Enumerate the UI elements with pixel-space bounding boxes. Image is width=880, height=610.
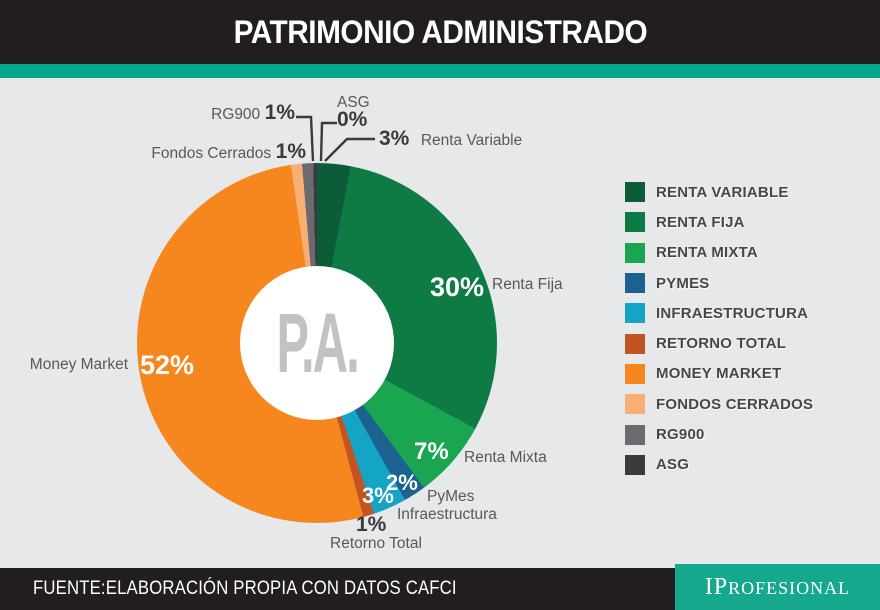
legend-label: RG900 [656,426,705,444]
legend-label: FONDOS CERRADOS [656,395,814,413]
logo-text-small: ROFESIONAL [728,577,851,598]
donut-center-label: P.A. [276,295,359,390]
legend-swatch [625,303,645,324]
legend-swatch [625,212,645,233]
legend-item-money-market: MONEY MARKET [625,359,813,389]
pymes-label: PyMes [427,488,475,505]
renta-mixta-value: 7% [414,438,449,465]
legend-swatch [625,394,645,415]
legend-swatch [625,242,645,263]
iprofesional-logo: IPROFESIONAL [675,564,880,610]
legend-swatch [625,424,645,445]
renta-mixta-label: Renta Mixta [464,449,547,466]
money-market-label: Money Market [29,356,128,373]
legend-swatch [625,182,645,203]
infraestructura-label: Infraestructura [397,506,497,523]
retorno-total-value: 1% [356,513,387,536]
legend-item-rg900: RG900 [625,419,813,449]
page-title: PATRIMONIO ADMINISTRADO [233,13,647,50]
legend-label: RENTA VARIABLE [656,183,789,201]
legend-label: RENTA MIXTA [656,244,758,262]
asg-callout: ASG 0% [337,94,370,131]
source-text: FUENTE:ELABORACIÓN PROPIA CON DATOS CAFC… [33,578,457,599]
legend-label: PYMES [656,274,710,292]
legend-item-asg: ASG [625,450,813,480]
rg900-callout: RG900 1% [150,101,295,125]
renta-variable-leader-line [324,137,375,162]
legend-swatch [625,363,645,384]
header-bar: PATRIMONIO ADMINISTRADO [0,0,880,64]
legend-item-fondos-cerrados: FONDOS CERRADOS [625,389,813,419]
legend-item-renta-variable: RENTA VARIABLE [625,177,813,207]
legend-label: RETORNO TOTAL [656,335,787,353]
fondos-cerrados-value: 1% [275,140,306,163]
fondos-cerrados-callout: Fondos Cerrados 1% [140,140,306,164]
renta-variable-callout: 3% Renta Variable [379,127,522,151]
legend-swatch [625,273,645,294]
donut-hole: P.A. [240,266,394,420]
renta-fija-value: 30% [430,272,485,302]
legend-item-retorno-total: RETORNO TOTAL [625,328,813,358]
infraestructura-value: 3% [362,483,394,508]
logo-text-big: IP [704,573,729,600]
fondos-cerrados-label: Fondos Cerrados [151,145,272,162]
header-accent-stripe [0,64,880,78]
legend-label: MONEY MARKET [656,365,782,383]
legend-swatch [625,333,645,354]
legend-label: INFRAESTRUCTURA [656,304,809,322]
rg900-value: 1% [264,101,295,124]
rg900-label: RG900 [211,106,261,123]
legend-label: RENTA FIJA [656,213,745,231]
legend-swatch [625,454,645,475]
retorno-total-label: Retorno Total [330,535,422,552]
legend-item-pymes: PYMES [625,268,813,298]
pymes-value: 2% [386,470,418,495]
legend: RENTA VARIABLE RENTA FIJA RENTA MIXTA PY… [625,177,813,480]
renta-variable-value: 3% [379,127,410,150]
money-market-value: 52% [140,350,195,380]
renta-fija-label: Renta Fija [492,276,563,293]
asg-leader-line [319,121,337,162]
legend-item-renta-fija: RENTA FIJA [625,207,813,237]
asg-label: ASG [337,94,370,111]
legend-label: ASG [656,456,690,474]
legend-item-renta-mixta: RENTA MIXTA [625,238,813,268]
renta-variable-label: Renta Variable [420,132,523,149]
asg-value: 0% [337,108,368,131]
legend-item-infraestructura: INFRAESTRUCTURA [625,298,813,328]
